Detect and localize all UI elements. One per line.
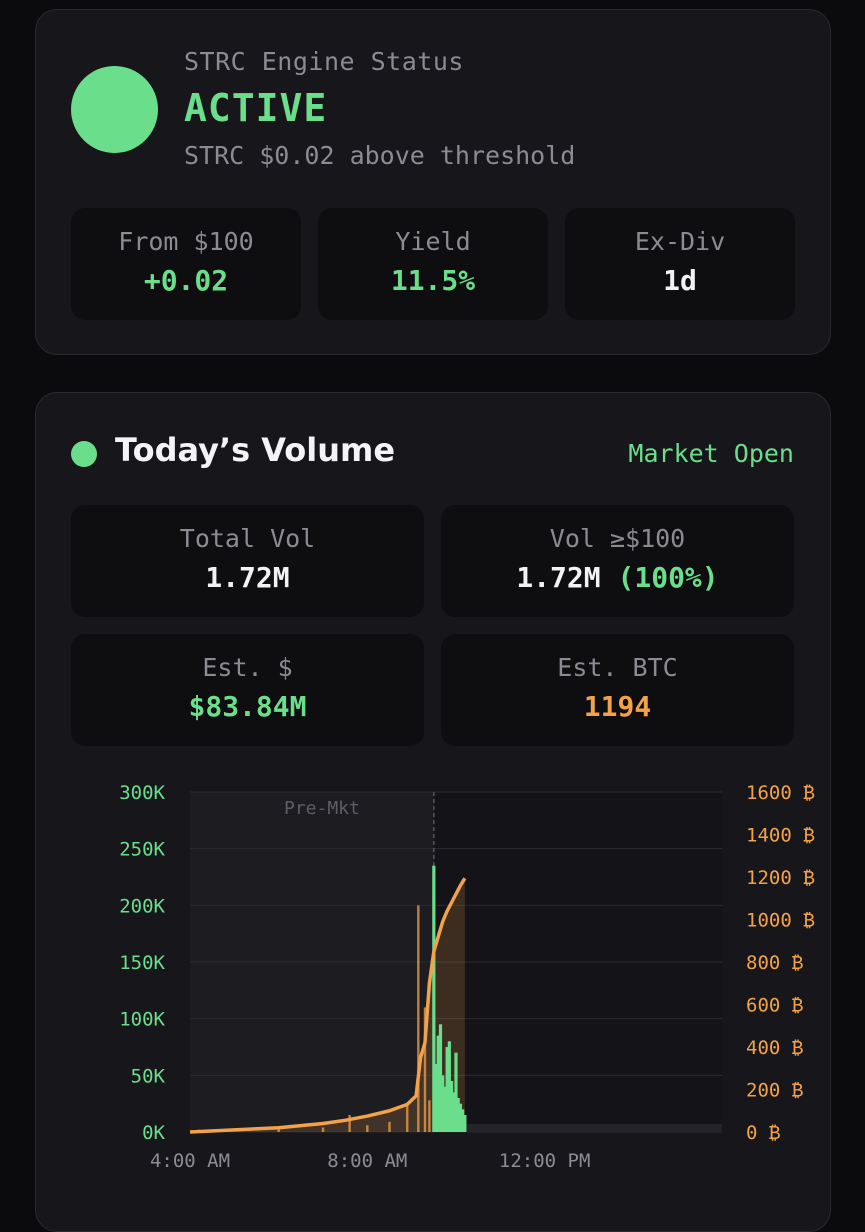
engine-status-card: STRC Engine Status ACTIVE STRC $0.02 abo… [35, 9, 831, 355]
regular-volume-bar [463, 1115, 467, 1132]
y-right-tick-label: 1200 ₿ [746, 867, 815, 889]
engine-status-subtitle: STRC $0.02 above threshold [184, 141, 576, 170]
live-dot-icon [71, 441, 97, 467]
stat-value: +0.02 [143, 264, 229, 297]
regular-volume-bar [454, 1052, 458, 1132]
tile-label: Est. BTC [557, 653, 678, 682]
premarket-volume-bar [321, 1127, 325, 1132]
market-status-label: Market Open [628, 439, 794, 468]
y-right-tick-label: 800 ₿ [746, 952, 804, 974]
tile-label: Est. $ [202, 653, 293, 682]
premarket-volume-bar [417, 905, 420, 1132]
tile-value: 1.72M [516, 561, 601, 594]
tile-value: 1.72M [205, 561, 290, 594]
volume-chart: 0K 50K 100K 150K 200K 250K 300K 0 ₿ 200 ₿ 400 ₿ 60… [119, 782, 815, 1172]
y-right-tick-label: 1000 ₿ [746, 910, 815, 932]
stat-tile-yield: Yield 11.5% [318, 208, 548, 320]
tile-value: $83.84M [188, 690, 307, 723]
baseline-strip [464, 1124, 722, 1132]
y-left-tick-label: 100K [119, 1009, 165, 1031]
y-left-tick-label: 200K [119, 895, 165, 917]
premarket-volume-bar [428, 1100, 431, 1132]
engine-status-value: ACTIVE [184, 86, 328, 130]
y-right-tick-label: 1600 ₿ [746, 782, 815, 804]
y-right-tick-label: 400 ₿ [746, 1037, 804, 1059]
tile-value-percent: (100%) [617, 561, 719, 594]
y-left-tick-label: 150K [119, 952, 165, 974]
premarket-volume-bar [423, 1007, 427, 1132]
engine-status-label: STRC Engine Status [184, 47, 464, 76]
regular-volume-bar [456, 1098, 460, 1132]
x-tick-label: 4:00 AM [150, 1150, 230, 1172]
regular-volume-bar [458, 1103, 463, 1132]
volume-card: Today’s Volume Market Open Total Vol 1.7… [35, 392, 831, 1232]
premarket-label: Pre-Mkt [284, 798, 360, 819]
y-right-tick-label: 0 ₿ [746, 1122, 781, 1144]
stat-value: 11.5% [390, 264, 476, 297]
regular-volume-bar [445, 1047, 449, 1132]
stat-tile-from-100: From $100 +0.02 [71, 208, 301, 320]
premarket-volume-bar [277, 1128, 280, 1132]
regular-volume-bar [447, 1041, 451, 1132]
premarket-volume-bar [348, 1115, 351, 1132]
regular-volume-bar [432, 865, 436, 1132]
tile-est-btc: Est. BTC 1194 [441, 634, 794, 746]
x-tick-label: 8:00 AM [327, 1150, 407, 1172]
tile-label: Total Vol [179, 524, 316, 553]
tile-label: Vol ≥$100 [549, 524, 686, 553]
stat-value: 1d [663, 264, 697, 297]
y-left-tick-label: 300K [119, 782, 165, 804]
cumulative-btc-line [189, 877, 467, 1134]
tile-vol-100: Vol ≥$100 1.72M (100%) [441, 505, 794, 617]
stat-tile-ex-div: Ex-Div 1d [565, 208, 795, 320]
tile-value-group: 1.72M (100%) [441, 561, 794, 594]
regular-volume-bar [449, 1081, 454, 1132]
premarket-volume-bar [366, 1125, 369, 1132]
premarket-volume-bar [388, 1121, 391, 1132]
tile-value: 1194 [583, 690, 652, 723]
stat-label: From $100 [118, 227, 254, 256]
x-tick-label: 12:00 PM [499, 1150, 591, 1172]
regular-volume-bar [438, 1024, 443, 1132]
regular-volume-bar [436, 1035, 440, 1132]
premarket-volume-bar [406, 1103, 409, 1132]
regular-volume-bar [441, 1075, 445, 1132]
y-right-tick-label: 200 ₿ [746, 1080, 804, 1102]
y-left-tick-label: 0K [142, 1122, 165, 1144]
volume-title: Today’s Volume [115, 431, 396, 469]
regular-volume-bar [461, 1109, 465, 1132]
y-left-tick-label: 250K [119, 839, 165, 861]
regular-volume-bar [443, 1086, 447, 1132]
y-right-tick-label: 600 ₿ [746, 995, 804, 1017]
regular-volume-bar [434, 1064, 438, 1132]
tile-est-dollar: Est. $ $83.84M [71, 634, 424, 746]
stat-label: Ex-Div [634, 227, 726, 256]
y-left-tick-label: 50K [131, 1065, 166, 1087]
regular-volume-bar [452, 1092, 456, 1132]
stat-label: Yield [395, 227, 471, 256]
status-indicator-icon [71, 66, 158, 153]
y-right-tick-label: 1400 ₿ [746, 825, 815, 847]
tile-total-vol: Total Vol 1.72M [71, 505, 424, 617]
